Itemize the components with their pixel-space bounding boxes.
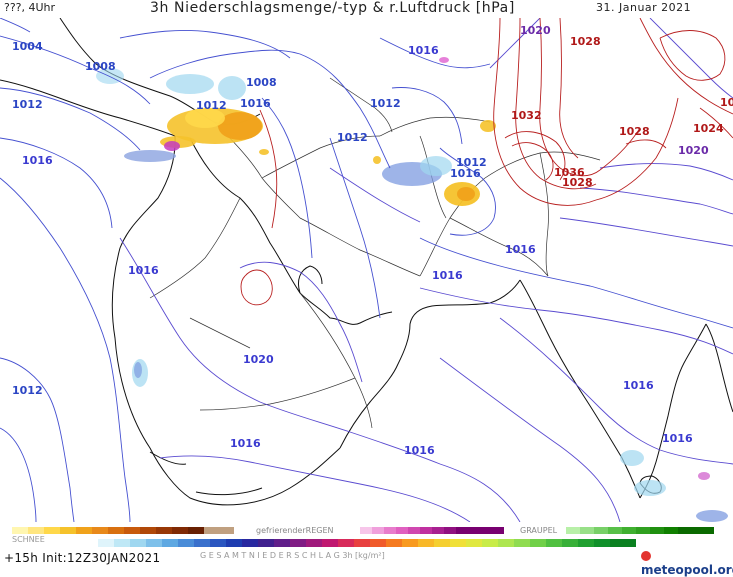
legend: SCHNEE gefrierenderREGEN GRAUPEL G — [12, 526, 714, 560]
weather-map[interactable]: 1004 1008 1008 1012 1012 1016 1012 1016 … — [0, 18, 733, 522]
precipitation-areas — [96, 57, 728, 522]
isobar-label: 1020 — [243, 353, 274, 366]
isobar-label: 1016 — [230, 437, 261, 450]
isobar-label: 1012 — [12, 98, 43, 111]
coastlines — [0, 18, 733, 506]
isobar-label: 1028 — [562, 176, 593, 189]
isobar-label: 1016 — [240, 97, 271, 110]
isobar-label: 1016 — [623, 379, 654, 392]
isobar-label: 1012 — [12, 384, 43, 397]
isobars-high — [240, 18, 733, 306]
map-header: ???, 4Uhr 3h Niederschlagsmenge/-typ & r… — [0, 0, 733, 18]
isobar-label: 1016 — [505, 243, 536, 256]
isobar-label: 1016 — [22, 154, 53, 167]
map-title: 3h Niederschlagsmenge/-typ & r.Luftdruck… — [150, 0, 515, 16]
isobar-label: 1016 — [450, 167, 481, 180]
isobars-mid — [119, 18, 733, 522]
isobar-label: 1020 — [678, 144, 709, 157]
map-date: 31. Januar 2021 — [596, 1, 692, 14]
isobar-label: 1016 — [408, 44, 439, 57]
snow-label: SCHNEE — [12, 535, 45, 544]
isobar-label: 1012 — [456, 156, 487, 169]
isobar-label: 1012 — [337, 131, 368, 144]
total-precip-label: G E S A M T N I E D E R S C H L A G 3h [… — [200, 551, 385, 560]
graupel-label: GRAUPEL — [520, 526, 558, 535]
isobar-label: 1032 — [511, 109, 542, 122]
meteopool-logo[interactable]: meteopool.org — [641, 549, 733, 577]
forecast-init-label: +15h Init:12Z30JAN2021 — [4, 551, 161, 565]
isobar-label: 1012 — [196, 99, 227, 112]
isobar-label: 1008 — [85, 60, 116, 73]
isobar-labels: 1004 1008 1008 1012 1012 1016 1012 1016 … — [12, 24, 733, 457]
freezing-rain-scale: gefrierenderREGEN — [256, 526, 504, 535]
isobar-label: 1016 — [662, 432, 693, 445]
total-precip-scale: G E S A M T N I E D E R S C H L A G 3h [… — [98, 539, 636, 560]
isobar-label: 1028 — [619, 125, 650, 138]
country-borders — [149, 77, 601, 429]
snow-scale: SCHNEE — [12, 527, 234, 544]
isobar-label: 1036 — [554, 166, 585, 179]
isobar-label: 1016 — [404, 444, 435, 457]
isobar-label: 1012 — [370, 97, 401, 110]
isobars-low — [0, 18, 733, 522]
isobar-label: 1020 — [520, 24, 551, 37]
isobar-label: 1004 — [12, 40, 43, 53]
graupel-scale: GRAUPEL — [520, 526, 714, 535]
isobar-label: 1024 — [693, 122, 724, 135]
isobar-label: 1028 — [570, 35, 601, 48]
isobar-label: 1016 — [128, 264, 159, 277]
valid-time-label: ???, 4Uhr — [4, 1, 56, 14]
logo-text: meteopool.org — [641, 563, 733, 577]
logo-dot-icon — [641, 551, 651, 561]
freezing-rain-label: gefrierenderREGEN — [256, 526, 334, 535]
isobar-label: 1028 — [720, 96, 733, 109]
isobar-label: 1008 — [246, 76, 277, 89]
isobar-label: 1016 — [432, 269, 463, 282]
